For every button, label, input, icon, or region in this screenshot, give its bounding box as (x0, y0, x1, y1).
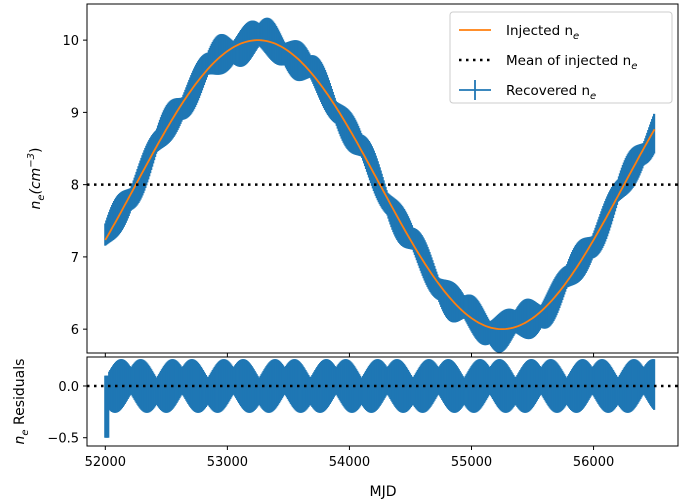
residual-y-tick-label: −0.5 (47, 432, 79, 447)
main-plot-panel: 6 7 8 9 10 ne(cm−3) Injected ne Mean of inje… (26, 3, 679, 357)
main-y-ticks: 6 7 8 9 10 (62, 34, 87, 338)
main-y-tick-label: 8 (71, 179, 79, 194)
residual-y-ticks: 0.0 −0.5 (47, 380, 87, 447)
residuals-plot-frame (86, 356, 679, 447)
main-y-tick-label: 9 (71, 106, 79, 121)
residual-y-tick-label: 0.0 (58, 380, 79, 395)
residual-y-axis-label: ne Residuals (12, 359, 31, 445)
legend-injected-label: Injected ne (506, 23, 579, 42)
x-tick-label: 56000 (573, 455, 614, 470)
main-y-axis-label: ne(cm−3) (26, 147, 47, 209)
residual-errorbars (104, 359, 656, 438)
x-tick-label: 53000 (207, 455, 248, 470)
main-y-tick-label: 6 (71, 323, 79, 338)
legend-recovered-label: Recovered ne (506, 83, 596, 102)
legend: Injected ne Mean of injected ne Recovere… (449, 11, 673, 104)
main-x-ticks (104, 353, 595, 357)
x-axis-label: MJD (370, 484, 397, 500)
legend-box (449, 11, 673, 104)
legend-mean-label: Mean of injected ne (506, 53, 637, 72)
main-y-tick-label: 7 (71, 251, 79, 266)
residual-x-ticks: 52000 53000 54000 55000 56000 (85, 446, 614, 470)
injected-ne-line (104, 39, 656, 330)
main-y-tick-label: 10 (62, 34, 79, 49)
residuals-plot-panel: 0.0 −0.5 52000 53000 54000 55000 56000 ne Res… (12, 356, 679, 500)
main-plot-frame (86, 3, 679, 354)
x-tick-label: 55000 (451, 455, 492, 470)
x-tick-label: 54000 (329, 455, 370, 470)
x-tick-label: 52000 (85, 455, 126, 470)
